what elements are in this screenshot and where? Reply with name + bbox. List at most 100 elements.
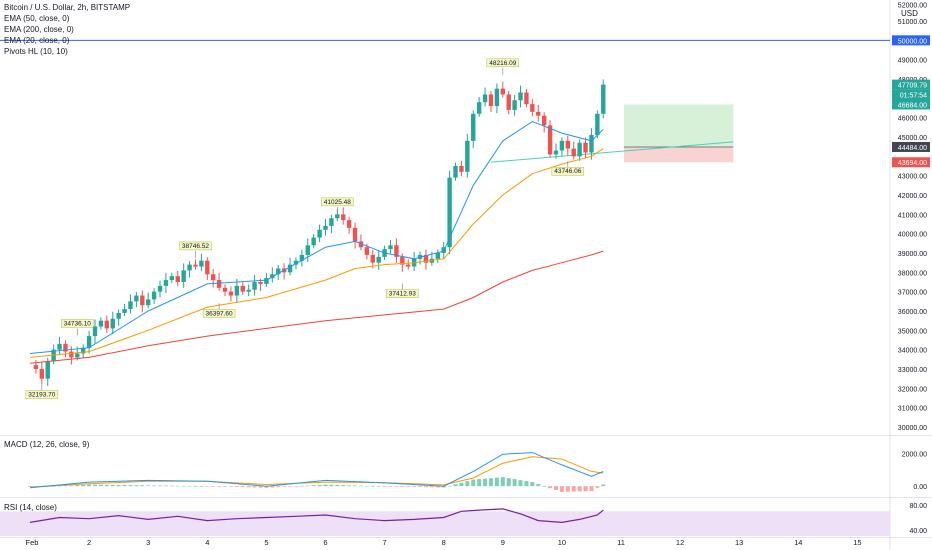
macd-histogram-bar (388, 486, 393, 487)
macd-histogram-bar (494, 477, 499, 487)
macd-histogram-bar (459, 482, 464, 487)
candle-body (252, 282, 257, 290)
candle-body (541, 115, 547, 126)
price-tick-label: 34000.00 (898, 348, 927, 355)
candle-body (199, 260, 204, 267)
macd-histogram-bar (116, 484, 121, 487)
price-tick-label: 46000.00 (898, 116, 927, 123)
candle-body (335, 214, 340, 219)
candle-body (98, 320, 104, 327)
macd-histogram-bar (317, 484, 322, 487)
pivot-label: 34736.10 (64, 320, 91, 327)
candle-body (92, 326, 98, 337)
candle-body (370, 254, 375, 263)
candle-body (299, 254, 305, 261)
price-tick-label: 31000.00 (898, 406, 927, 413)
candle-body (63, 343, 68, 352)
macd-histogram-bar (435, 486, 440, 488)
macd-line (29, 452, 604, 489)
macd-histogram-bar (211, 486, 216, 487)
macd-histogram-bar (471, 479, 476, 487)
candle-body (193, 264, 198, 267)
macd-histogram-bar (98, 484, 103, 487)
macd-histogram-bar (524, 481, 529, 487)
candle-body (583, 142, 588, 153)
time-axis-label: 9 (501, 538, 505, 547)
time-axis-label: 3 (146, 538, 150, 547)
macd-histogram-bar (406, 486, 411, 487)
candle-body (512, 100, 517, 110)
macd-histogram-bar (400, 486, 405, 487)
macd-histogram-bar (323, 484, 328, 487)
indicator-pivots-label[interactable]: Pivots HL (10, 10) (4, 47, 68, 56)
rsi-tick-label: 80.00 (909, 503, 927, 510)
price-tick-label: 51000.00 (898, 19, 927, 26)
macd-histogram-bar (553, 486, 558, 490)
macd-histogram-bar (234, 486, 239, 487)
time-axis-label: 13 (735, 538, 743, 547)
candle-body (234, 285, 240, 296)
candle-body (601, 84, 606, 114)
indicator-ema200-label[interactable]: EMA (200, close, 0) (4, 25, 74, 34)
macd-histogram-bar (358, 485, 363, 487)
macd-histogram-bar (595, 486, 600, 488)
candle-body (151, 291, 157, 300)
candle-body (476, 102, 482, 114)
pivot-label-box (321, 197, 354, 207)
macd-histogram-bar (548, 486, 553, 488)
macd-histogram-bar (205, 486, 210, 487)
candle-body (80, 347, 86, 354)
macd-histogram-bar (500, 477, 505, 487)
candle-body (506, 94, 511, 110)
rsi-legend[interactable]: RSI (14, close) (4, 503, 57, 512)
candle-body (264, 278, 269, 284)
price-tick-label: 52000.00 (898, 3, 927, 10)
macd-histogram-bar (175, 485, 180, 487)
macd-histogram-bar (453, 484, 458, 487)
price-tick-label: 36000.00 (898, 309, 927, 316)
candle-body (595, 113, 600, 136)
candle-body (110, 318, 115, 329)
macd-histogram-bar (536, 484, 541, 487)
candle-body (376, 256, 381, 263)
candle-body (216, 280, 222, 288)
candle-body (311, 237, 316, 246)
candle-body (75, 353, 80, 358)
candle-body (323, 225, 328, 230)
candle-body (488, 94, 494, 107)
pivot-label: 37412.93 (389, 291, 416, 298)
price-label-tag-target (892, 99, 930, 110)
price-label-tag-stop (892, 157, 930, 168)
indicator-ema50-label[interactable]: EMA (50, close, 0) (4, 14, 70, 23)
time-axis-label: 14 (794, 538, 802, 547)
time-axis-label: 11 (617, 538, 625, 547)
macd-histogram-bar (512, 479, 517, 487)
indicator-ema20-label[interactable]: EMA (20, close, 0) (4, 36, 70, 45)
price-tick-label: 42000.00 (898, 193, 927, 200)
candle-body (400, 256, 405, 265)
pivot-label-box (25, 390, 59, 399)
macd-histogram-bar (447, 485, 452, 487)
macd-legend[interactable]: MACD (12, 26, close, 9) (4, 440, 90, 449)
candle-body (530, 104, 535, 112)
macd-histogram-bar (477, 479, 482, 487)
macd-histogram-bar (228, 486, 233, 487)
macd-histogram-bar (63, 485, 68, 487)
candle-body (169, 276, 175, 281)
macd-histogram-bar (158, 485, 163, 487)
macd-histogram-bar (223, 486, 228, 487)
candle-body (57, 343, 62, 350)
candle-body (565, 140, 571, 149)
candle-body (69, 351, 74, 358)
price-tick-label: 30000.00 (898, 425, 927, 432)
candle-body (163, 280, 169, 286)
target-zone (623, 104, 734, 147)
candle-body (211, 274, 216, 281)
currency-label: USD (901, 9, 918, 18)
macd-signal-line (29, 456, 604, 488)
macd-histogram-bar (376, 486, 381, 487)
time-axis-label: 15 (853, 538, 861, 547)
macd-histogram-bar (276, 486, 281, 488)
macd-histogram-bar (282, 486, 287, 487)
